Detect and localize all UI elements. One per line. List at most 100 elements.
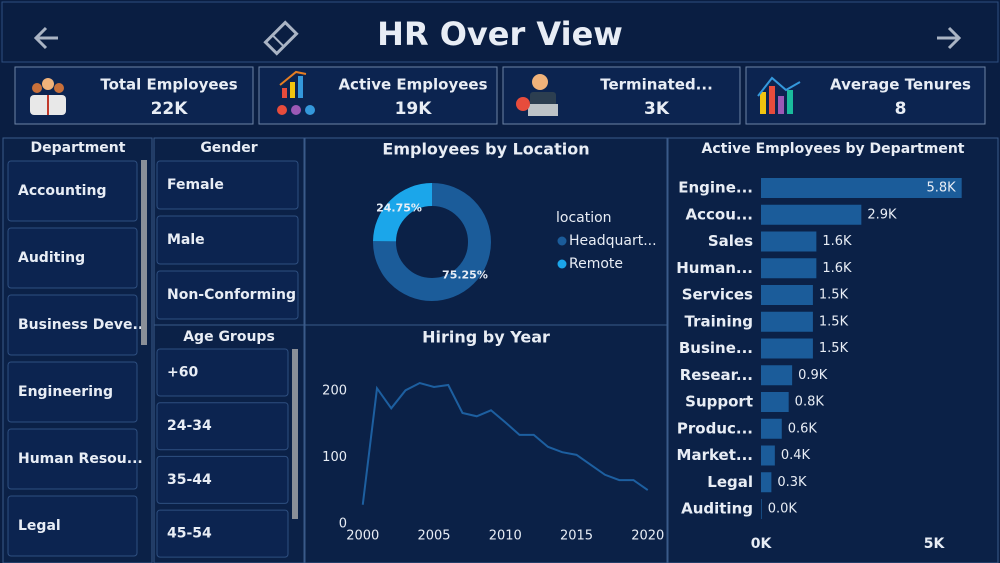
chart-title: Hiring by Year: [422, 328, 550, 347]
forward-arrow[interactable]: [937, 26, 962, 50]
slicer-item-label[interactable]: Engineering: [18, 384, 113, 400]
bar: [761, 258, 817, 279]
value-label: 1.5K: [819, 314, 849, 329]
slicer-item-label[interactable]: Legal: [18, 518, 61, 534]
slicer-item-label[interactable]: 24-34: [167, 418, 212, 434]
x-tick-label: 2005: [417, 529, 450, 544]
bar: [761, 178, 962, 198]
kpi-label: Average Tenures: [830, 76, 971, 94]
x-tick-label: 2020: [631, 529, 664, 544]
category-label: Engine...: [678, 179, 753, 197]
kpi-value: 3K: [644, 99, 670, 119]
slicer-item[interactable]: [7, 428, 138, 490]
bar: [761, 499, 762, 519]
category-label: Resear...: [680, 366, 753, 384]
donut-segment: [373, 183, 433, 243]
category-label: Legal: [707, 473, 753, 491]
category-label: Market...: [677, 446, 753, 464]
kpi-value: 8: [895, 99, 907, 119]
slicer-item[interactable]: [7, 495, 138, 557]
chart-title: Active Employees by Department: [702, 141, 965, 157]
panel: [667, 137, 999, 563]
category-label: Sales: [708, 232, 753, 250]
value-label: 1.5K: [819, 341, 849, 356]
category-label: Busine...: [679, 339, 753, 357]
legend-dot: [557, 259, 567, 269]
header-bar: [1, 1, 999, 63]
value-label: 0.4K: [781, 448, 811, 463]
category-label: Support: [685, 393, 753, 411]
category-label: Services: [682, 286, 753, 304]
value-label: 1.6K: [822, 234, 852, 249]
x-tick-label: 2015: [560, 529, 593, 544]
slicer-item-label[interactable]: Female: [167, 177, 224, 193]
kpi-icon-tenure: [757, 76, 801, 114]
value-label: 1.5K: [819, 288, 849, 303]
slicer-item-label[interactable]: Human Resou...: [18, 451, 143, 467]
y-tick-label: 0: [339, 517, 347, 532]
slicer-item[interactable]: [156, 215, 299, 265]
slicer-title: Department: [31, 140, 126, 156]
y-tick-label: 200: [322, 384, 347, 399]
x-tick-label: 5K: [924, 536, 946, 552]
kpi-icon-people: [30, 78, 66, 115]
slicer-item-label[interactable]: 35-44: [167, 472, 212, 488]
slicer-item[interactable]: [156, 455, 289, 504]
value-label: 0.9K: [798, 368, 828, 383]
bar: [761, 365, 793, 386]
slicer-item-label[interactable]: Non-Conforming: [167, 287, 296, 303]
slicer-title: Age Groups: [183, 329, 275, 345]
slicer-item-label[interactable]: 45-54: [167, 526, 212, 542]
back-arrow[interactable]: [33, 26, 58, 50]
kpi-label: Terminated...: [600, 76, 713, 94]
kpi-card: [745, 66, 986, 125]
kpi-label: Total Employees: [100, 76, 237, 94]
x-tick-label: 2000: [346, 529, 379, 544]
slicer-item[interactable]: [156, 509, 289, 558]
slicer-item[interactable]: [156, 348, 289, 397]
donut-label: 24.75%: [376, 202, 422, 215]
slicer-item-label[interactable]: Auditing: [18, 250, 85, 266]
scrollbar[interactable]: [141, 160, 147, 345]
category-label: Training: [685, 312, 753, 330]
value-label: 1.6K: [822, 261, 852, 276]
slicer-item-label[interactable]: Male: [167, 232, 205, 248]
page-title: HR Over View: [377, 15, 623, 53]
bar: [761, 472, 772, 493]
value-label: 2.9K: [867, 207, 897, 222]
slicer-item[interactable]: [7, 227, 138, 289]
slicer-item[interactable]: [7, 361, 138, 423]
donut-label: 75.25%: [442, 268, 488, 281]
slicer-item-label[interactable]: +60: [167, 365, 198, 381]
bar: [761, 392, 789, 412]
value-label: 0.0K: [768, 502, 798, 517]
slicer-item-label[interactable]: Accounting: [18, 183, 106, 199]
category-label: Produc...: [677, 419, 753, 437]
slicer-item[interactable]: [7, 294, 138, 356]
slicer-item[interactable]: [156, 270, 299, 320]
line: [361, 381, 649, 505]
x-tick-label: 2010: [489, 529, 522, 544]
slicer-item-label[interactable]: Business Deve...: [18, 317, 148, 333]
legend-dot: [557, 236, 567, 246]
scrollbar[interactable]: [292, 349, 298, 519]
bar: [761, 285, 813, 305]
value-label: 0.6K: [788, 421, 818, 436]
category-label: Human...: [676, 259, 753, 277]
bookmark-icon[interactable]: [263, 20, 299, 56]
value-label: 5.8K: [926, 181, 956, 196]
slicer-item[interactable]: [7, 160, 138, 222]
legend-title: location: [556, 210, 612, 226]
slicer-item[interactable]: [156, 402, 289, 451]
bar: [761, 231, 817, 252]
kpi-value: 19K: [395, 99, 433, 119]
slicer-item[interactable]: [156, 160, 299, 210]
category-label: Accou...: [686, 205, 753, 223]
category-label: Auditing: [681, 500, 753, 518]
legend-label: Headquart...: [569, 233, 657, 249]
chart-title: Employees by Location: [382, 140, 589, 159]
kpi-value: 22K: [151, 99, 189, 119]
bar: [761, 445, 775, 466]
kpi-label: Active Employees: [338, 76, 487, 94]
